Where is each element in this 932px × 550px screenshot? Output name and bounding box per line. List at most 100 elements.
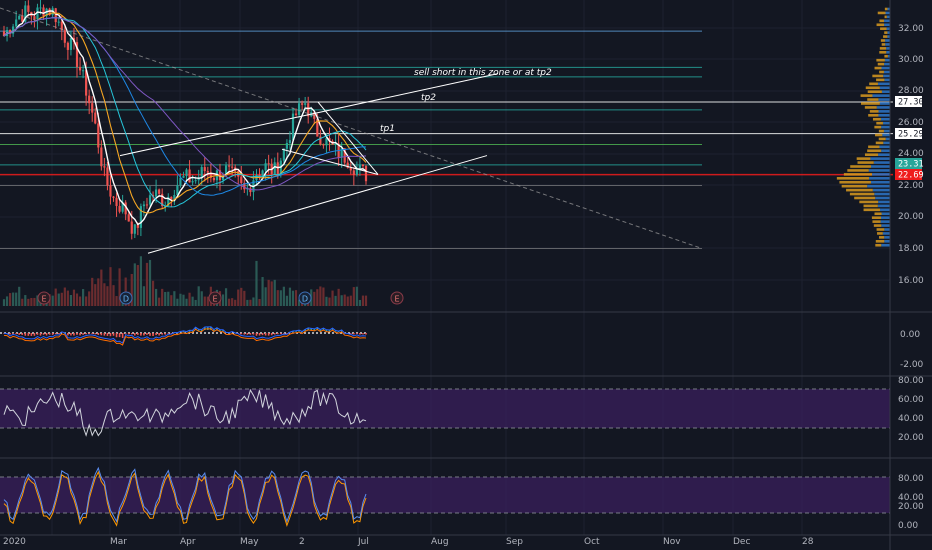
profile-bar-up bbox=[881, 212, 890, 216]
profile-bar-down bbox=[874, 66, 882, 70]
rsi-axis[interactable]: 80.00 60.00 40.00 20.00 bbox=[898, 376, 924, 443]
candle-body bbox=[21, 15, 24, 22]
profile-bar-down bbox=[863, 204, 878, 208]
candle-body bbox=[307, 103, 310, 117]
profile-bar-up bbox=[883, 19, 890, 23]
profile-bar-up bbox=[879, 208, 890, 212]
candle-body bbox=[139, 206, 142, 228]
profile-bar-down bbox=[877, 232, 883, 235]
macd-axis[interactable]: 0.00 -2.00 bbox=[900, 330, 924, 370]
volume-bar bbox=[270, 281, 273, 306]
candle-body bbox=[2, 31, 6, 37]
macd-histogram-bar bbox=[200, 329, 203, 332]
volume-bar bbox=[179, 293, 182, 306]
candle-body bbox=[118, 205, 121, 212]
candle-body bbox=[273, 162, 276, 174]
candle-body bbox=[352, 170, 355, 175]
volume-bar bbox=[15, 292, 18, 306]
macd-histogram-bar bbox=[182, 330, 185, 332]
macd-line bbox=[3, 326, 367, 344]
moving-average-line bbox=[3, 12, 367, 214]
volume-bar bbox=[340, 295, 343, 306]
candle-body bbox=[155, 189, 158, 197]
macd-histogram-bar bbox=[121, 333, 124, 338]
volume-bar bbox=[294, 290, 298, 306]
volume-bar bbox=[264, 287, 267, 306]
profile-bar-up bbox=[880, 117, 890, 121]
profile-bar-up bbox=[880, 216, 890, 219]
event-marker-dividend[interactable]: D bbox=[119, 291, 133, 305]
volume-bar bbox=[282, 286, 285, 306]
event-marker-earnings[interactable]: E bbox=[390, 291, 404, 305]
macd-histogram-bar bbox=[143, 333, 145, 336]
candle-body bbox=[54, 8, 57, 23]
time-axis[interactable]: 2020 Mar Apr May 2 Jul Aug Sep Oct Nov D… bbox=[3, 537, 814, 547]
volume-bar bbox=[118, 268, 121, 306]
candle-body bbox=[39, 7, 42, 9]
moving-averages bbox=[3, 10, 367, 226]
macd-histogram-bar bbox=[261, 333, 264, 336]
macd-histogram-bar bbox=[94, 333, 97, 335]
candle-body bbox=[282, 148, 285, 161]
candle-body bbox=[267, 163, 270, 165]
volume-bar bbox=[194, 299, 197, 306]
profile-bar-up bbox=[884, 240, 890, 243]
profile-bar-up bbox=[887, 31, 890, 34]
price-axis[interactable]: 32.00 30.00 28.00 26.00 24.00 22.00 20.0… bbox=[898, 24, 924, 286]
candle-body bbox=[33, 16, 36, 20]
volume-bar bbox=[203, 296, 206, 306]
macd-histogram-bar bbox=[310, 328, 313, 331]
event-marker-earnings[interactable]: E bbox=[208, 291, 222, 305]
profile-bar-down bbox=[879, 47, 887, 50]
candle-body bbox=[97, 123, 100, 148]
candle-body bbox=[297, 103, 301, 115]
macd-histogram-bar bbox=[97, 333, 100, 335]
candle-body bbox=[78, 66, 82, 71]
candle-body bbox=[57, 21, 60, 23]
profile-bar-down bbox=[856, 157, 871, 160]
candle-body bbox=[161, 193, 164, 207]
macd-histogram-bar bbox=[91, 333, 94, 334]
profile-bar-down bbox=[864, 153, 879, 156]
volume-bar bbox=[361, 295, 365, 306]
profile-bar-down bbox=[869, 110, 879, 113]
volume-bar bbox=[75, 293, 79, 306]
volume-bar bbox=[155, 288, 158, 306]
stoch-axis[interactable]: 80.00 40.00 20.00 0.00 bbox=[898, 474, 924, 531]
macd-histogram-bar bbox=[85, 333, 87, 335]
candle-body bbox=[12, 26, 15, 34]
macd-histogram-bar bbox=[118, 333, 121, 338]
volume-bar bbox=[297, 299, 301, 306]
macd-histogram-bar bbox=[103, 333, 106, 336]
candle-body bbox=[285, 143, 289, 149]
volume-bars bbox=[2, 256, 368, 306]
candle-body bbox=[206, 171, 209, 173]
profile-bar-down bbox=[876, 121, 883, 125]
event-marker-dividend[interactable]: D bbox=[298, 291, 312, 305]
volume-bar bbox=[364, 295, 368, 306]
candle-body bbox=[63, 30, 66, 43]
event-marker-earnings[interactable]: E bbox=[37, 291, 51, 305]
volume-bar bbox=[252, 297, 255, 306]
macd-histogram-bar bbox=[298, 330, 300, 332]
candle-body bbox=[158, 189, 161, 194]
macd-histogram-bar bbox=[170, 333, 173, 334]
macd-histogram-bar bbox=[82, 333, 84, 335]
macd-histogram-bar bbox=[109, 333, 112, 337]
volume-bar bbox=[285, 295, 289, 306]
volume-bar bbox=[100, 269, 103, 306]
macd-histogram-bar bbox=[313, 328, 316, 331]
profile-bar-up bbox=[878, 200, 890, 204]
candle-body bbox=[249, 188, 252, 193]
time-tick: Mar bbox=[110, 537, 127, 547]
candle-body bbox=[85, 70, 88, 96]
profile-bar-down bbox=[879, 51, 887, 54]
time-tick: Dec bbox=[733, 537, 750, 547]
candle-body bbox=[176, 185, 179, 195]
volume-bar bbox=[18, 286, 21, 306]
profile-bar-up bbox=[884, 23, 890, 27]
candle-body bbox=[18, 15, 21, 20]
volume-bar bbox=[331, 290, 334, 306]
